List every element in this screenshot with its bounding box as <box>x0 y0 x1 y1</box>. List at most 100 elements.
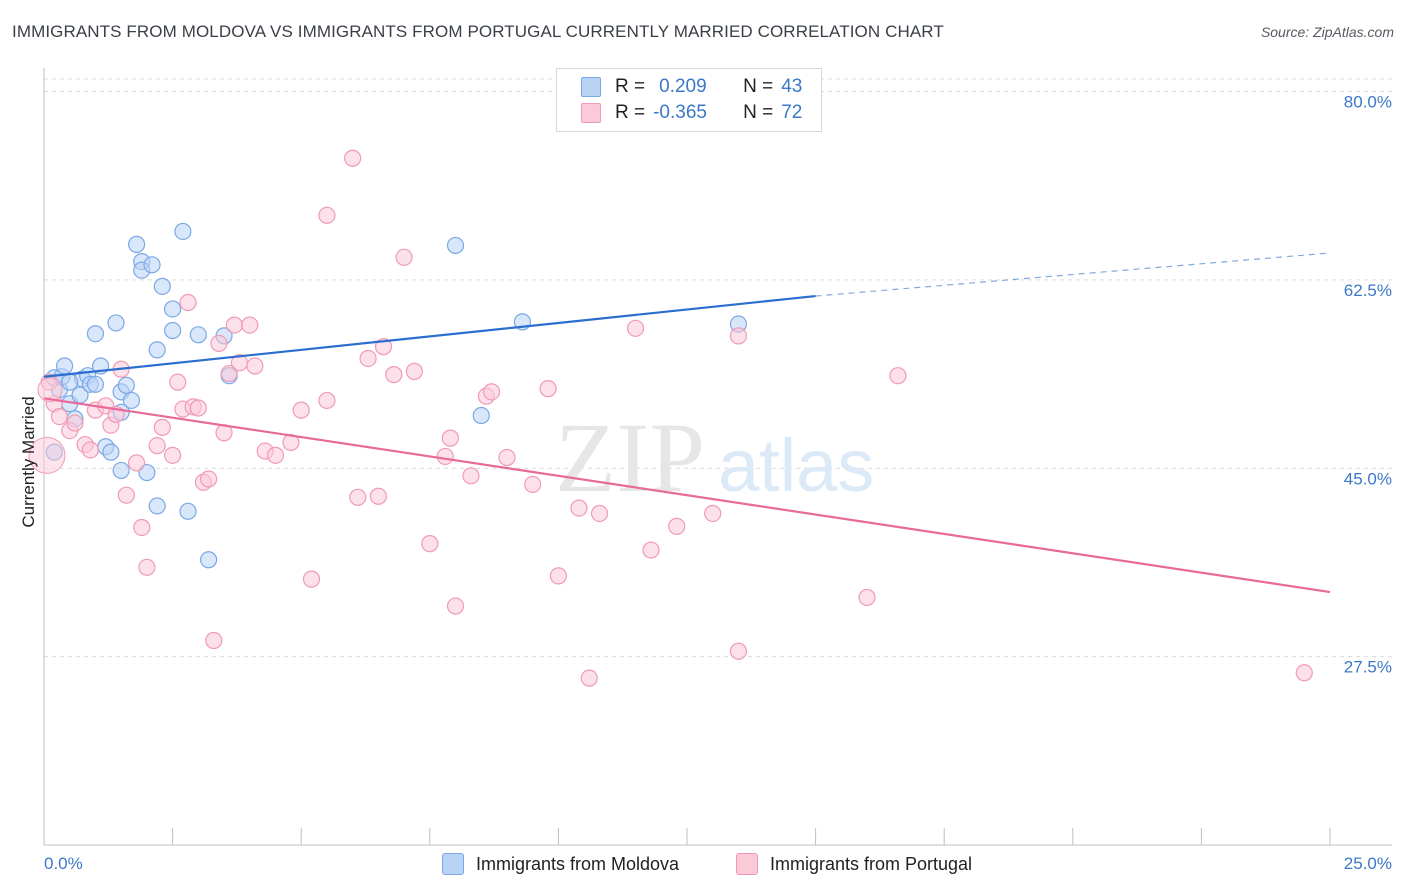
point-portugal <box>210 334 228 353</box>
x-tick-label-min: 0.0% <box>44 854 83 873</box>
point-moldova <box>472 406 490 425</box>
point-moldova <box>164 300 182 318</box>
point-portugal <box>81 441 99 459</box>
bottom-legend-swatch-portugal <box>736 853 758 875</box>
legend-n-value-moldova: 43 <box>781 76 803 97</box>
point-portugal <box>200 470 218 488</box>
point-portugal <box>318 391 336 410</box>
point-moldova <box>153 277 171 295</box>
point-moldova <box>117 376 135 394</box>
legend-swatch-portugal <box>581 103 601 123</box>
point-portugal <box>148 437 166 455</box>
bottom-legend-label-portugal: Immigrants from Portugal <box>770 853 973 874</box>
point-portugal <box>549 567 568 585</box>
point-portugal <box>462 467 480 485</box>
point-portugal <box>524 475 542 494</box>
point-portugal <box>858 588 876 607</box>
point-portugal <box>117 486 135 504</box>
legend-row-portugal: R = -0.365 N = 72 <box>581 100 803 126</box>
point-portugal <box>889 367 907 385</box>
point-portugal <box>225 316 243 334</box>
trend-line-moldova-extrapolated <box>815 252 1331 297</box>
point-moldova <box>107 314 125 332</box>
point-moldova <box>86 325 105 343</box>
tick-labels: 80.0% 62.5% 45.0% 27.5% 0.0% 25.0% <box>44 93 1392 873</box>
point-moldova <box>55 357 74 375</box>
point-portugal <box>138 558 156 576</box>
point-portugal <box>246 357 264 375</box>
point-portugal <box>436 447 454 466</box>
point-portugal <box>318 206 336 224</box>
legend-row-moldova: R = 0.209 N = 43 <box>581 74 803 100</box>
legend-n-value-portugal: 72 <box>781 102 803 123</box>
legend-r-value-moldova: 0.209 <box>659 76 707 97</box>
x-tick-label-max: 25.0% <box>1344 854 1392 873</box>
point-moldova <box>148 497 166 515</box>
point-portugal <box>266 446 285 464</box>
point-portugal <box>704 504 722 523</box>
point-portugal <box>344 149 362 167</box>
legend-n-label: N = <box>743 102 774 123</box>
point-portugal <box>133 518 151 537</box>
point-portugal <box>498 448 516 467</box>
bottom-legend-swatch-moldova <box>442 853 464 875</box>
point-portugal <box>441 429 459 447</box>
point-portugal <box>349 488 367 506</box>
point-moldova <box>127 235 146 253</box>
point-moldova <box>112 461 130 480</box>
point-portugal <box>66 414 84 432</box>
point-portugal <box>164 446 182 464</box>
point-moldova <box>179 502 197 520</box>
point-portugal <box>642 541 660 559</box>
point-portugal <box>729 642 748 660</box>
trend-lines <box>43 252 1331 594</box>
point-moldova <box>102 443 120 461</box>
point-portugal <box>369 487 387 505</box>
watermark: ZIP atlas <box>555 402 874 513</box>
point-portugal <box>729 327 748 345</box>
point-portugal <box>220 364 238 383</box>
point-portugal <box>385 366 403 384</box>
data-points <box>28 149 1313 687</box>
point-moldova <box>148 341 166 359</box>
point-moldova <box>200 551 218 569</box>
point-portugal <box>446 597 465 615</box>
point-portugal-large <box>37 377 63 403</box>
point-portugal <box>359 349 377 368</box>
legend-n-label: N = <box>743 76 774 97</box>
bottom-legend-moldova: Immigrants from Moldova <box>442 852 679 876</box>
point-moldova <box>174 222 192 241</box>
legend-r-label: R = <box>615 102 646 123</box>
point-moldova <box>446 236 465 255</box>
point-moldova <box>143 256 161 274</box>
point-portugal <box>127 454 146 472</box>
chart-source: Source: ZipAtlas.com <box>1260 24 1394 40</box>
point-portugal <box>169 373 187 391</box>
point-portugal <box>153 418 171 436</box>
y-tick-label: 27.5% <box>1344 658 1392 677</box>
point-portugal <box>590 504 609 523</box>
legend-r-value-portugal: -0.365 <box>653 102 707 123</box>
trend-line-moldova <box>43 294 816 378</box>
point-portugal <box>302 570 321 588</box>
trend-line-portugal <box>43 397 1331 594</box>
point-moldova <box>61 373 79 391</box>
point-portugal <box>539 380 557 398</box>
y-tick-label: 62.5% <box>1344 281 1392 300</box>
point-portugal <box>405 362 423 380</box>
watermark-atlas: atlas <box>718 424 874 507</box>
point-portugal <box>179 293 197 312</box>
y-axis-title: Currently Married <box>19 396 38 527</box>
point-portugal <box>205 631 223 650</box>
y-tick-label: 45.0% <box>1344 469 1392 488</box>
bottom-legend-portugal: Immigrants from Portugal <box>736 852 972 876</box>
watermark-zip: ZIP <box>555 402 705 513</box>
point-portugal <box>570 499 588 517</box>
point-portugal <box>1295 664 1313 682</box>
point-portugal-large <box>28 436 66 474</box>
legend-swatch-moldova <box>581 77 601 97</box>
y-tick-label: 80.0% <box>1344 93 1392 112</box>
point-portugal <box>241 316 259 334</box>
point-portugal <box>668 517 686 535</box>
